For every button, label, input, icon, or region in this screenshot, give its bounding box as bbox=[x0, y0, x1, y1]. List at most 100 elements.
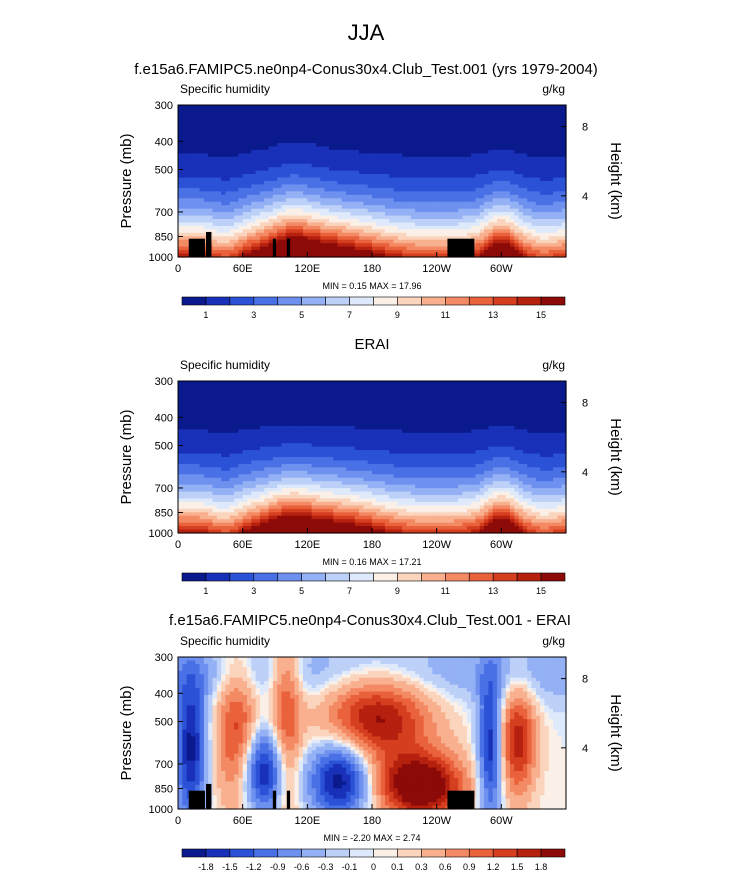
heatmap-cell bbox=[415, 219, 421, 224]
heatmap-cell bbox=[397, 225, 403, 230]
heatmap-cell bbox=[466, 132, 472, 137]
heatmap-cell bbox=[178, 215, 183, 220]
heatmap-cell bbox=[497, 187, 502, 192]
heatmap-cell bbox=[221, 122, 227, 127]
heatmap-cell bbox=[238, 184, 244, 189]
heatmap-cell bbox=[281, 149, 287, 154]
heatmap-cell bbox=[234, 222, 239, 227]
heatmap-cell bbox=[393, 215, 399, 220]
heatmap-cell bbox=[277, 208, 283, 213]
heatmap-cell bbox=[298, 125, 304, 130]
heatmap-cell bbox=[259, 115, 265, 120]
heatmap-cell bbox=[514, 243, 520, 248]
heatmap-cell bbox=[234, 108, 239, 113]
heatmap-cell bbox=[548, 387, 554, 392]
heatmap-cell bbox=[298, 146, 304, 151]
heatmap-cell bbox=[290, 229, 295, 234]
heatmap-cell bbox=[290, 250, 295, 255]
heatmap-cell bbox=[497, 253, 502, 258]
heatmap-cell bbox=[440, 229, 446, 234]
heatmap-cell bbox=[315, 415, 321, 420]
heatmap-cell bbox=[315, 149, 321, 154]
heatmap-cell bbox=[246, 122, 252, 127]
heatmap-cell bbox=[234, 212, 239, 217]
heatmap-cell bbox=[376, 111, 382, 116]
heatmap-cell bbox=[514, 143, 520, 148]
heatmap-cell bbox=[462, 115, 468, 120]
heatmap-cell bbox=[337, 415, 343, 420]
heatmap-cell bbox=[415, 408, 421, 413]
heatmap-cell bbox=[402, 391, 408, 396]
heatmap-cell bbox=[186, 146, 192, 151]
heatmap-cell bbox=[402, 156, 408, 161]
heatmap-cell bbox=[328, 215, 334, 220]
heatmap-cell bbox=[505, 167, 511, 172]
heatmap-cell bbox=[436, 391, 442, 396]
heatmap-cell bbox=[307, 105, 313, 110]
heatmap-cell bbox=[509, 125, 515, 130]
heatmap-cell bbox=[453, 229, 459, 234]
heatmap-cell bbox=[544, 187, 550, 192]
heatmap-cell bbox=[479, 118, 485, 123]
heatmap-cell bbox=[216, 229, 222, 234]
heatmap-cell bbox=[367, 191, 373, 196]
heatmap-cell bbox=[178, 391, 183, 396]
heatmap-cell bbox=[445, 398, 451, 403]
heatmap-cell bbox=[178, 181, 183, 186]
heatmap-cell bbox=[203, 139, 209, 144]
heatmap-cell bbox=[445, 115, 451, 120]
heatmap-cell bbox=[208, 212, 214, 217]
heatmap-cell bbox=[195, 194, 201, 199]
heatmap-cell bbox=[303, 122, 308, 127]
heatmap-cell bbox=[268, 191, 274, 196]
heatmap-cell bbox=[277, 391, 283, 396]
y2-tick-label: 8 bbox=[582, 122, 588, 134]
heatmap-cell bbox=[466, 222, 472, 227]
heatmap-cell bbox=[561, 115, 567, 120]
heatmap-cell bbox=[303, 225, 308, 230]
heatmap-cell bbox=[324, 225, 330, 230]
heatmap-cell bbox=[190, 208, 196, 213]
heatmap-cell bbox=[320, 236, 326, 241]
heatmap-cell bbox=[466, 170, 472, 175]
y-tick-label: 300 bbox=[155, 100, 173, 112]
heatmap-cell bbox=[307, 408, 313, 413]
heatmap-cell bbox=[216, 177, 222, 182]
heatmap-cell bbox=[354, 208, 360, 213]
heatmap-cell bbox=[311, 398, 317, 403]
heatmap-cell bbox=[363, 253, 369, 258]
heatmap-cell bbox=[376, 219, 382, 224]
heatmap-cell bbox=[428, 136, 433, 141]
heatmap-cell bbox=[540, 394, 546, 399]
heatmap-cell bbox=[216, 153, 222, 158]
heatmap-cell bbox=[389, 198, 395, 203]
heatmap-cell bbox=[518, 108, 524, 113]
heatmap-cell bbox=[272, 381, 278, 386]
heatmap-cell bbox=[264, 125, 270, 130]
heatmap-cell bbox=[453, 225, 459, 230]
heatmap-cell bbox=[272, 401, 278, 406]
heatmap-cell bbox=[246, 405, 252, 410]
heatmap-cell bbox=[458, 163, 464, 168]
heatmap-cell bbox=[337, 253, 343, 258]
heatmap-cell bbox=[428, 405, 433, 410]
heatmap-cell bbox=[419, 156, 425, 161]
heatmap-cell bbox=[466, 163, 472, 168]
heatmap-cell bbox=[462, 108, 468, 113]
heatmap-cell bbox=[402, 405, 408, 410]
heatmap-cell bbox=[225, 105, 231, 110]
heatmap-cell bbox=[333, 381, 339, 386]
heatmap-cell bbox=[393, 222, 399, 227]
heatmap-cell bbox=[402, 387, 408, 392]
heatmap-cell bbox=[367, 201, 373, 206]
heatmap-cell bbox=[376, 177, 382, 182]
heatmap-cell bbox=[221, 160, 227, 165]
heatmap-cell bbox=[225, 398, 231, 403]
heatmap-cell bbox=[259, 232, 265, 237]
heatmap-cell bbox=[337, 194, 343, 199]
heatmap-cell bbox=[186, 129, 192, 134]
heatmap-cell bbox=[544, 412, 550, 417]
heatmap-cell bbox=[514, 205, 520, 210]
heatmap-cell bbox=[428, 174, 433, 179]
heatmap-cell bbox=[518, 143, 524, 148]
